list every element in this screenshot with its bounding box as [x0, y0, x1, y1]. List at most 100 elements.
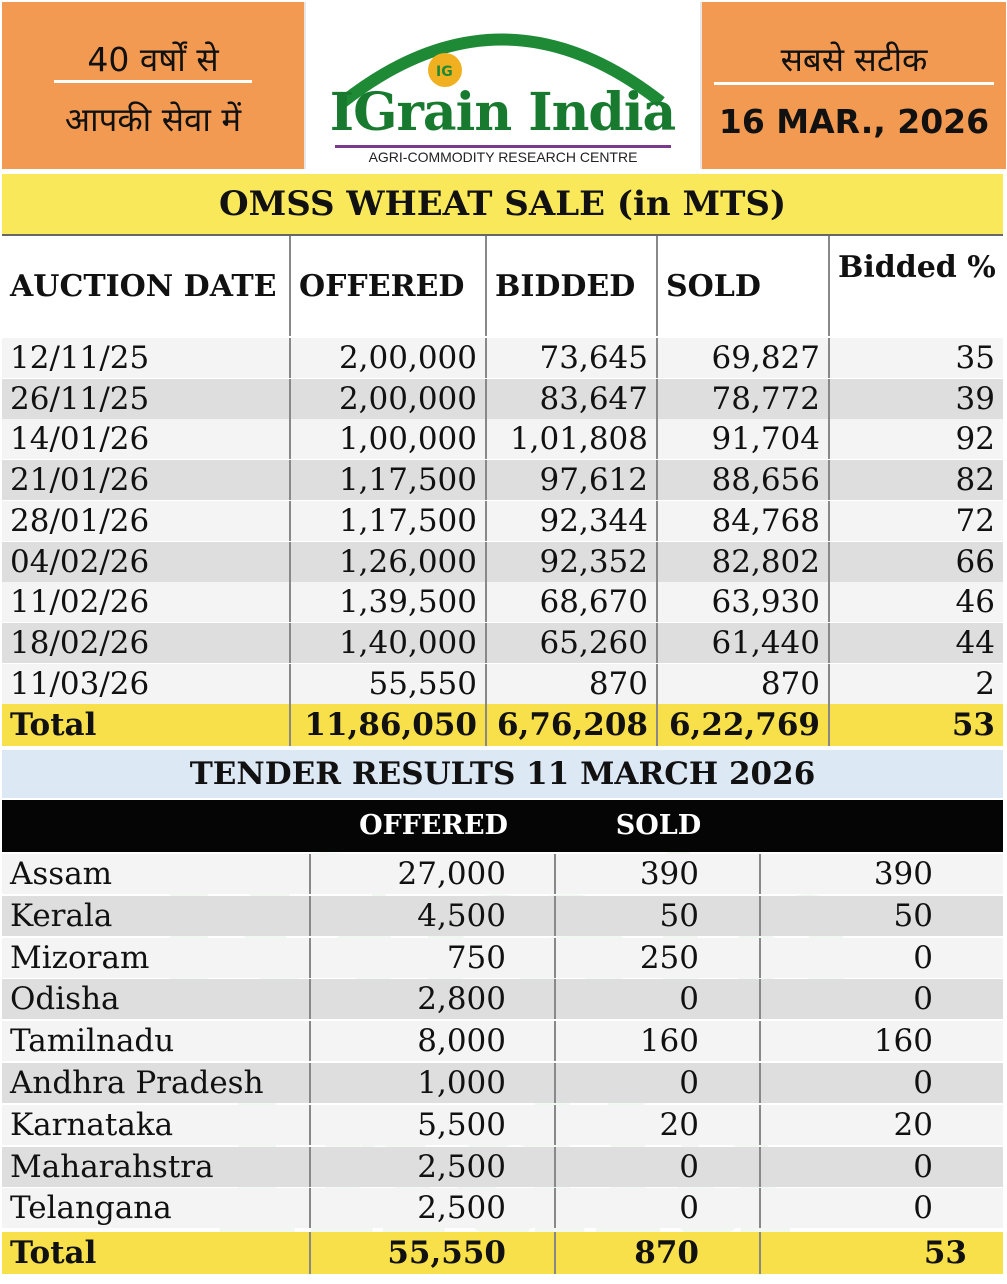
tender-total-cell: 870 [556, 1232, 761, 1275]
logo-mark-text: IG [436, 64, 453, 80]
tender-cell: 390 [556, 854, 761, 894]
omss-cell: 55,550 [291, 663, 487, 704]
tender-cell: Telangana [2, 1188, 311, 1229]
tender-table-row: Karnataka 5,500 20 20 [2, 1104, 1003, 1145]
tender-cell: 390 [873, 856, 933, 892]
omss-table-row: 26/11/25 2,00,000 83,647 78,772 39 [2, 378, 1003, 419]
brand-name: IGrain India [329, 82, 676, 143]
tender-cell: 4,500 [311, 895, 556, 936]
tender-cell: 50 [556, 895, 761, 936]
report-date: 16 MAR., 2026 [718, 102, 990, 141]
omss-table-row: 12/11/25 2,00,000 73,645 69,827 35 [2, 338, 1003, 378]
tender-cell: 2,500 [311, 1188, 556, 1229]
tender-cell: 160 [873, 1023, 933, 1060]
omss-table-row: 28/01/26 1,17,500 92,344 84,768 72 [2, 500, 1003, 541]
omss-header-bidded: BIDDED [487, 236, 658, 336]
tender-cell: 0 [913, 939, 933, 976]
tender-table-row: Maharahstra 2,500 0 0 [2, 1146, 1003, 1187]
omss-cell: 35 [955, 340, 995, 376]
omss-cell: 1,01,808 [487, 419, 658, 460]
tender-cell: Kerala [2, 895, 311, 936]
omss-table-row: 14/01/26 1,00,000 1,01,808 91,704 92 [2, 419, 1003, 460]
accuracy-tagline: सबसे सटीक [780, 40, 928, 79]
brand-subtitle: AGRI-COMMODITY RESEARCH CENTRE [335, 145, 671, 165]
omss-cell: 1,00,000 [291, 419, 487, 460]
omss-cell: 92,352 [487, 541, 658, 582]
omss-table-row: 18/02/26 1,40,000 65,260 61,440 44 [2, 622, 1003, 663]
omss-total-cell: 53 [951, 707, 995, 744]
tender-table-row: Assam 27,000 390 390 [2, 854, 1003, 894]
tender-cell: 0 [556, 1146, 761, 1187]
tender-table-row: Andhra Pradesh 1,000 0 0 [2, 1063, 1003, 1103]
omss-cell: 97,612 [487, 460, 658, 501]
tender-cell: 1,000 [311, 1063, 556, 1103]
omss-cell: 44 [955, 624, 995, 661]
tender-table-row: Kerala 4,500 50 50 [2, 895, 1003, 936]
omss-cell: 63,930 [658, 582, 830, 623]
tender-cell: 50 [893, 897, 933, 934]
tender-table-header: OFFERED SOLD [2, 800, 1003, 852]
omss-total-cell: 11,86,050 [291, 704, 487, 747]
tender-cell: 750 [311, 937, 556, 978]
omss-cell: 26/11/25 [2, 378, 291, 419]
omss-cell: 2,00,000 [291, 378, 487, 419]
tender-cell: Tamilnadu [2, 1021, 311, 1062]
tender-cell: 5,500 [311, 1104, 556, 1145]
tender-total-cell: Total [2, 1232, 311, 1275]
tender-total-cell: 53 [923, 1235, 967, 1272]
tender-cell: 0 [556, 979, 761, 1020]
omss-table-title: OMSS WHEAT SALE (in MTS) [2, 174, 1003, 236]
omss-total-cell: 6,22,769 [658, 704, 830, 747]
tender-table-title: TENDER RESULTS 11 MARCH 2026 [2, 750, 1003, 798]
tender-table-row: Telangana 2,500 0 0 [2, 1188, 1003, 1229]
omss-cell: 88,656 [658, 460, 830, 501]
logo-grain-icon [428, 53, 462, 87]
omss-cell: 61,440 [658, 622, 830, 663]
tagline-line1: 40 वर्षों से [87, 40, 219, 79]
tender-cell: Assam [2, 854, 311, 894]
tender-total-row: Total 55,550 870 53 [2, 1232, 1003, 1275]
tagline-divider [54, 80, 252, 83]
tender-table-row: Odisha 2,800 0 0 [2, 979, 1003, 1020]
tender-header-sold: SOLD [615, 810, 702, 841]
omss-cell: 1,17,500 [291, 500, 487, 541]
omss-cell: 68,670 [487, 582, 658, 623]
omss-cell: 870 [487, 663, 658, 704]
tender-cell: 20 [556, 1104, 761, 1145]
omss-header-sold: SOLD [658, 236, 830, 336]
omss-cell: 84,768 [658, 500, 830, 541]
tender-cell: Maharahstra [2, 1146, 311, 1187]
tender-cell: 160 [556, 1021, 761, 1062]
omss-cell: 04/02/26 [2, 541, 291, 582]
omss-cell: 1,40,000 [291, 622, 487, 663]
omss-cell: 2 [975, 665, 995, 702]
omss-cell: 870 [658, 663, 830, 704]
omss-cell: 1,17,500 [291, 460, 487, 501]
omss-cell: 1,39,500 [291, 582, 487, 623]
tender-cell: 2,800 [311, 979, 556, 1020]
tender-cell: Karnataka [2, 1104, 311, 1145]
omss-cell: 78,772 [658, 378, 830, 419]
omss-table-row: 11/02/26 1,39,500 68,670 63,930 46 [2, 582, 1003, 623]
omss-cell: 91,704 [658, 419, 830, 460]
tagline-line2: आपकी सेवा में [64, 100, 242, 139]
tender-cell: 27,000 [311, 854, 556, 894]
tender-cell: Mizoram [2, 937, 311, 978]
omss-total-cell: Total [2, 704, 291, 747]
tender-cell: 0 [913, 1065, 933, 1101]
omss-table-row: 04/02/26 1,26,000 92,352 82,802 66 [2, 541, 1003, 582]
omss-table-row: 21/01/26 1,17,500 97,612 88,656 82 [2, 460, 1003, 501]
tender-cell: 2,500 [311, 1146, 556, 1187]
omss-total-row: Total 11,86,050 6,76,208 6,22,769 53 [2, 704, 1003, 747]
tender-cell: 0 [556, 1063, 761, 1103]
logo-arc-graphic: IG [339, 33, 665, 107]
tender-cell: 250 [556, 937, 761, 978]
omss-cell: 69,827 [658, 338, 830, 378]
omss-cell: 11/03/26 [2, 663, 291, 704]
header-banner: 40 वर्षों से आपकी सेवा में IG IGrain Ind… [0, 0, 1007, 172]
omss-cell: 82 [955, 462, 995, 499]
omss-total-cell: 6,76,208 [487, 704, 658, 747]
omss-table-row: 11/03/26 55,550 870 870 2 [2, 663, 1003, 704]
omss-cell: 39 [955, 380, 995, 417]
tender-cell: Odisha [2, 979, 311, 1020]
